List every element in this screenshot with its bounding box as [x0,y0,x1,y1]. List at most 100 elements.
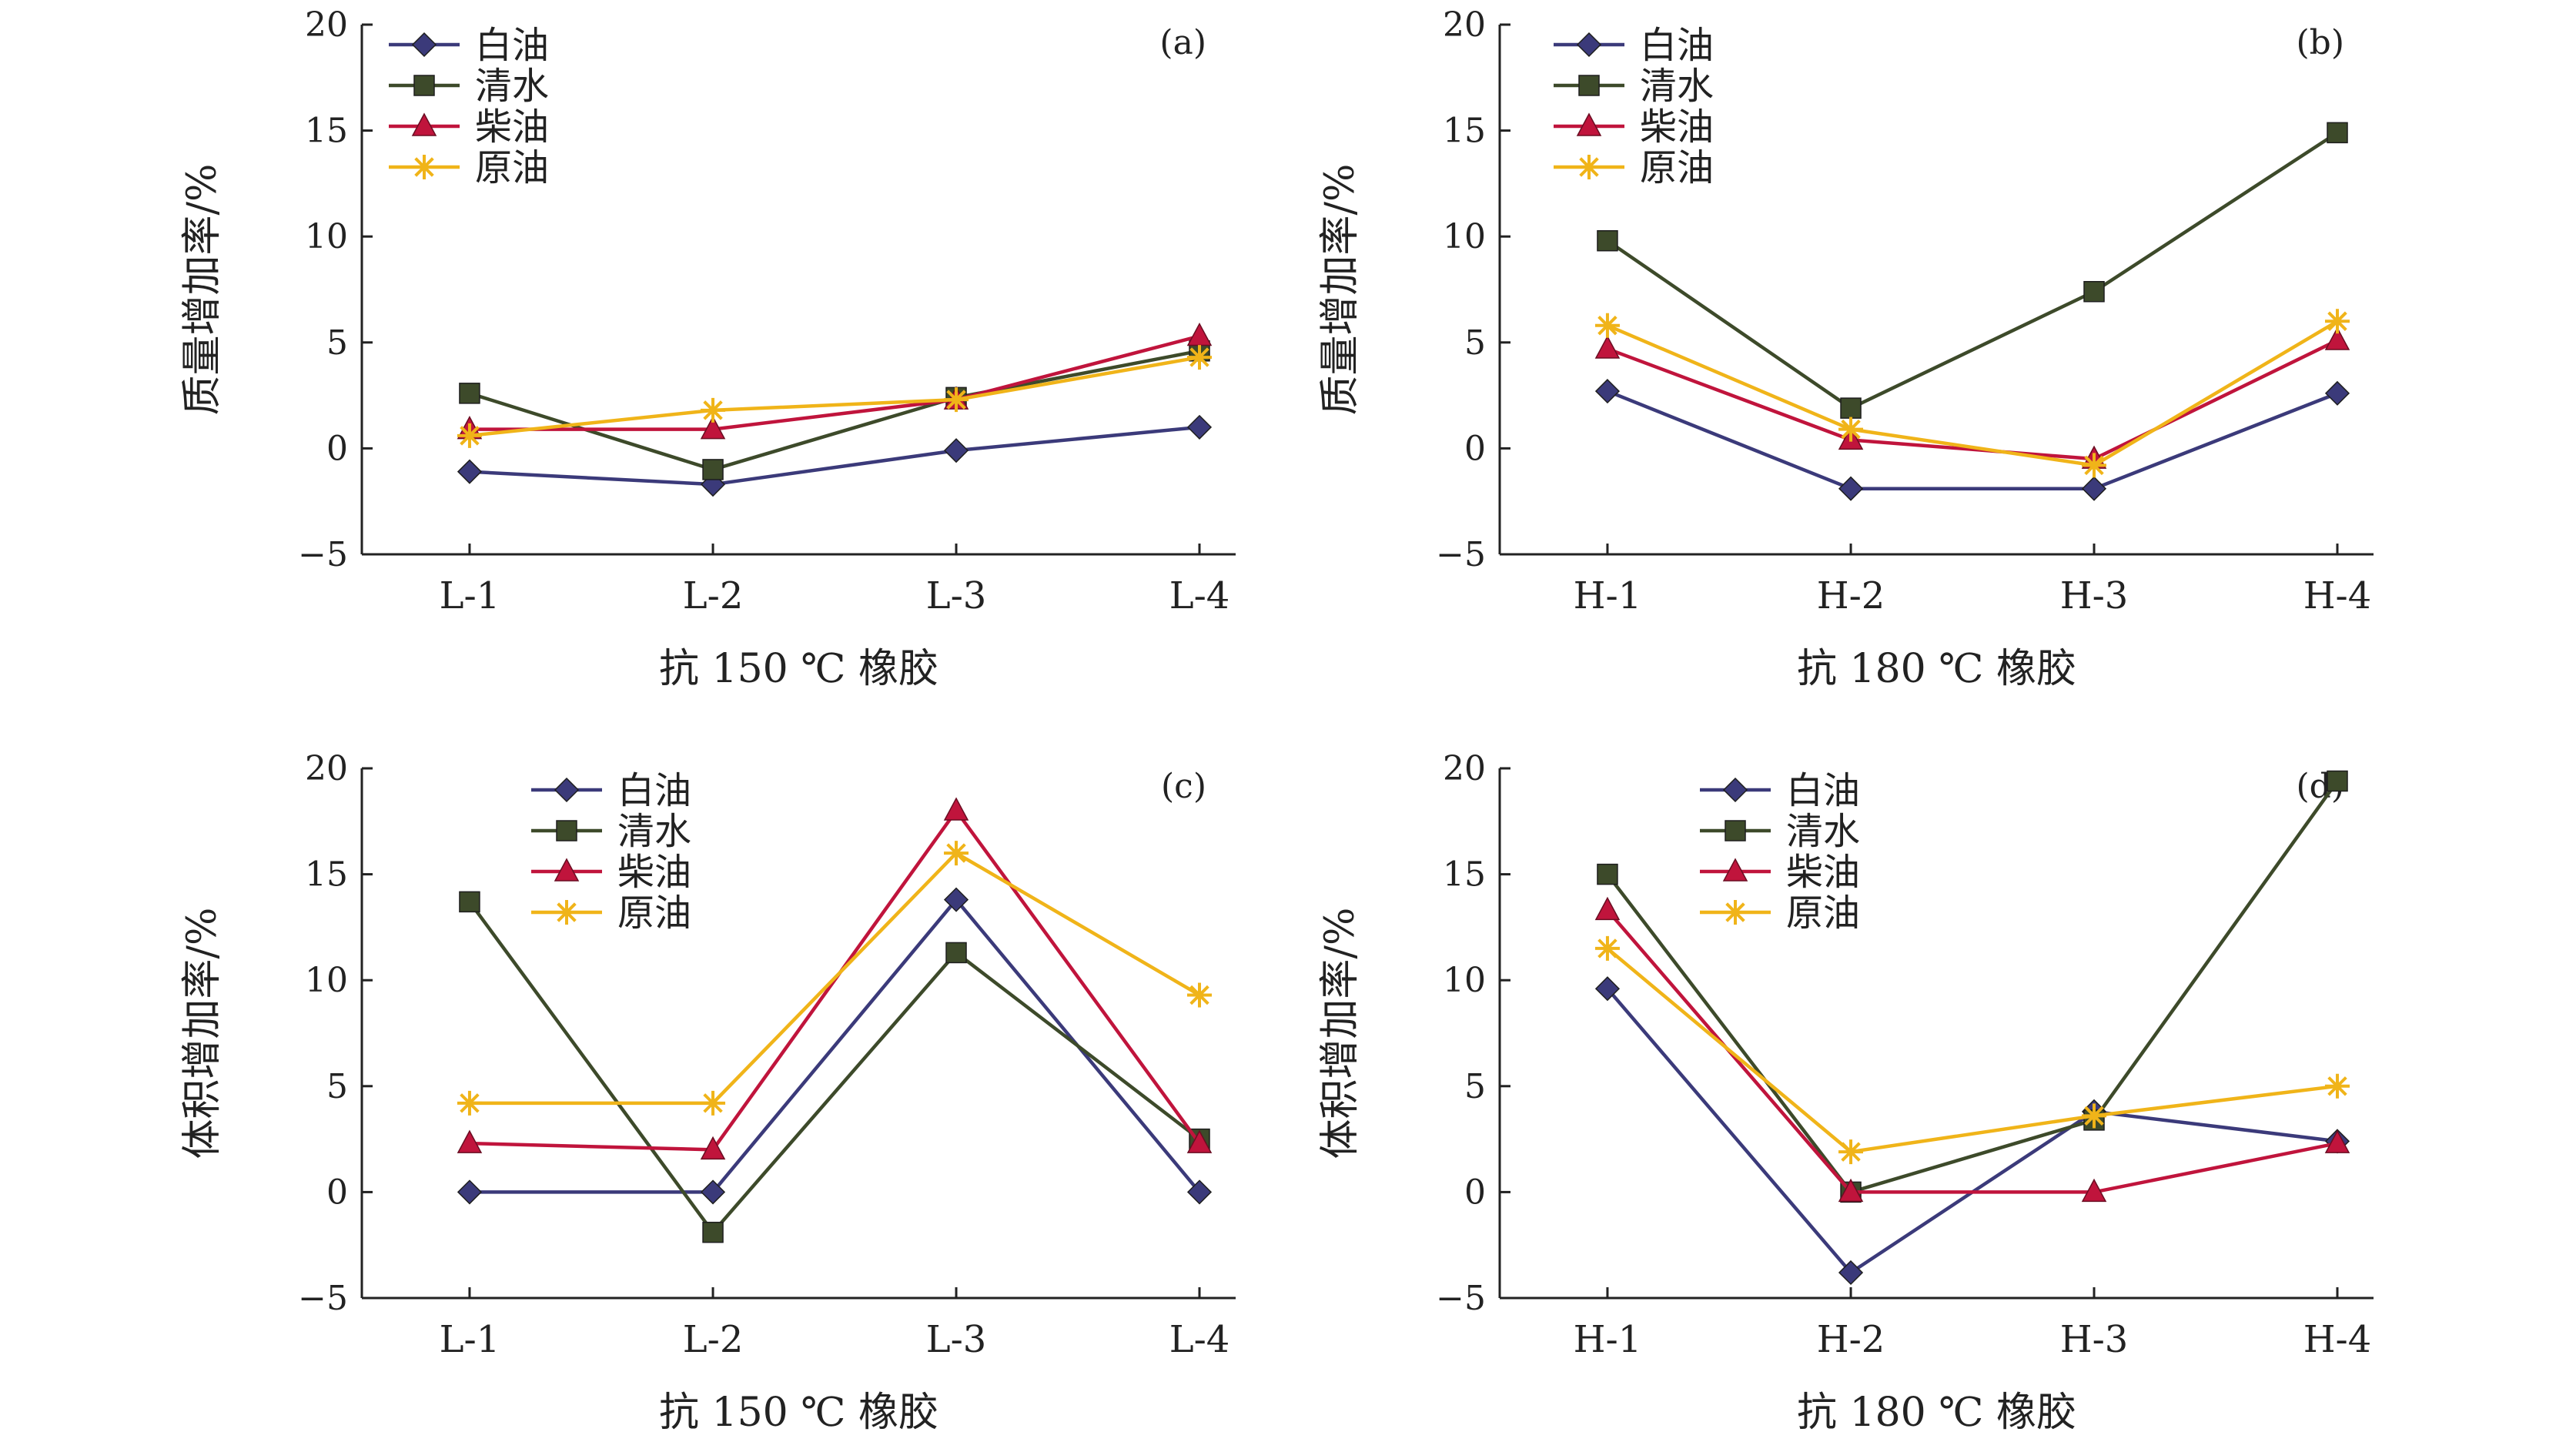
chart-1-series-0-point [1838,476,1864,501]
chart-1-legend-marker [1578,75,1600,96]
chart-1-y-axis-title: 质量增加率/% [1317,164,1363,416]
chart-2-series-0-point [457,1179,483,1205]
chart-1-series-3-point [1838,417,1864,442]
chart-0-legend-label: 白油 [475,24,549,67]
chart-2-x-axis-title: 抗 150 ℃ 橡胶 [659,1390,938,1436]
chart-1-series-1-point [2083,281,2105,303]
chart-3-series-2-line [1606,908,2338,1194]
chart-1-series-1 [1597,122,2348,419]
chart-3-legend-marker [1722,858,1748,882]
chart-0-x-tick-label: L-4 [1169,574,1230,617]
chart-3-x-tick-label: H-2 [1817,1318,1885,1361]
chart-2-y-tick-label: 10 [305,961,348,1000]
chart-2-y-tick-label: −5 [298,1279,348,1318]
chart-3-y-tick-label: 15 [1443,855,1486,895]
chart-2-series-3-point [944,841,969,866]
chart-0-series-1-point [459,383,480,404]
chart-1-x-tick-label: H-2 [1817,574,1885,617]
chart-1-series-3-point [2082,453,2107,478]
chart-1-legend-label: 白油 [1640,24,1714,67]
chart-2-series-1-point [945,942,967,964]
chart-2-series-2-point [943,797,969,821]
chart-2-series-3 [457,841,1213,1116]
chart-0-series-3-point [1187,345,1213,370]
chart-2-x-tick-label: L-3 [926,1318,987,1361]
chart-1-y-tick-label: 15 [1443,112,1486,151]
chart-2-series-0-line [469,898,1201,1194]
chart-0-series-0-point [1186,414,1213,440]
chart-2-x-tick-label: L-1 [440,1318,500,1361]
chart-1-series-3-line [1607,320,2339,467]
chart-3-series-1-line [1606,780,2339,1194]
chart-1-series-0-line [1607,390,2338,490]
chart-0-x-axis-title: 抗 150 ℃ 橡胶 [659,646,938,692]
chart-0-x-tick-label: L-2 [683,574,744,617]
chart-1-legend-label: 清水 [1640,65,1714,108]
chart-2-series-2-point [700,1136,726,1160]
chart-1-legend-marker [1576,112,1602,136]
chart-1-legend-label: 原油 [1640,146,1714,189]
chart-3-legend-marker [1723,900,1748,925]
chart-0-series-0-line [469,425,1200,487]
chart-3-series-2-point [1594,896,1621,921]
chart-2-legend-label: 原油 [617,892,691,935]
chart-2-legend-marker [554,777,580,803]
chart-3-series-1-point [1597,863,1618,885]
chart-0-y-tick-label: 20 [305,5,348,45]
chart-2-series-3-point [1187,982,1213,1008]
chart-0-legend-label: 柴油 [475,105,549,149]
chart-3-y-tick-label: 20 [1443,749,1486,788]
chart-3-series-2-point [2324,1129,2350,1153]
chart-3-series-2-point [1838,1178,1864,1203]
chart-3-x-tick-label: H-4 [2303,1318,2372,1361]
chart-2-legend-label: 清水 [617,810,691,853]
chart-3-x-axis-title: 抗 180 ℃ 橡胶 [1797,1390,2076,1436]
chart-3-series-3-point [2082,1103,2107,1129]
chart-2-series-0-point [943,887,969,912]
chart-2-legend-label: 白油 [617,769,691,812]
chart-2-x-tick-label: L-4 [1169,1318,1230,1361]
chart-0-y-tick-label: 0 [326,429,348,468]
chart-3-series-1 [1597,770,2348,1203]
chart-3-y-tick-label: −5 [1436,1279,1486,1318]
chart-3-legend-label: 白油 [1786,769,1860,812]
chart-2-series-1-line [468,901,1201,1234]
chart-2-series-0-point [700,1179,726,1205]
chart-0-series-2 [457,322,1213,440]
chart-2-series-1-point [459,891,480,913]
chart-1-y-tick-label: 20 [1443,5,1486,45]
chart-0-x-tick-label: L-3 [926,574,987,617]
chart-1-y-tick-label: 10 [1443,217,1486,256]
chart-3-series-3 [1594,935,2350,1165]
chart-1-series-3-point [1594,313,1620,338]
chart-1-x-axis-title: 抗 180 ℃ 橡胶 [1797,646,2076,692]
chart-3-legend-marker [1722,777,1748,803]
chart-0-series-0-point [457,459,483,484]
chart-0-y-tick-label: −5 [298,535,348,574]
chart-0-series-1-line [469,349,1200,472]
chart-3-x-tick-label: H-1 [1574,1318,1642,1361]
chart-1-y-tick-label: 0 [1464,429,1486,468]
chart-1-legend-marker [1576,32,1602,58]
chart-2-legend-label: 柴油 [617,851,691,894]
chart-0-y-tick-label: 10 [305,217,348,256]
chart-1-series-3-point [2325,309,2350,334]
chart-1-series-0 [1594,379,2350,501]
chart-1-series-2-line [1607,339,2338,461]
chart-3-y-tick-label: 0 [1464,1173,1486,1212]
chart-3-y-axis-title: 体积增加率/% [1317,908,1363,1159]
chart-2-y-tick-label: 15 [305,855,348,895]
chart-0-legend-label: 原油 [475,146,549,189]
chart-0-series-3-point [701,397,726,423]
chart-1-series-2-point [1594,335,1621,359]
chart-3-series-0-line [1606,987,2338,1275]
chart-1-series-0-point [1594,379,1621,404]
chart-3-series-1-point [2327,770,2348,792]
chart-0-series-3-line [469,355,1200,438]
chart-0-legend-marker [413,75,435,96]
